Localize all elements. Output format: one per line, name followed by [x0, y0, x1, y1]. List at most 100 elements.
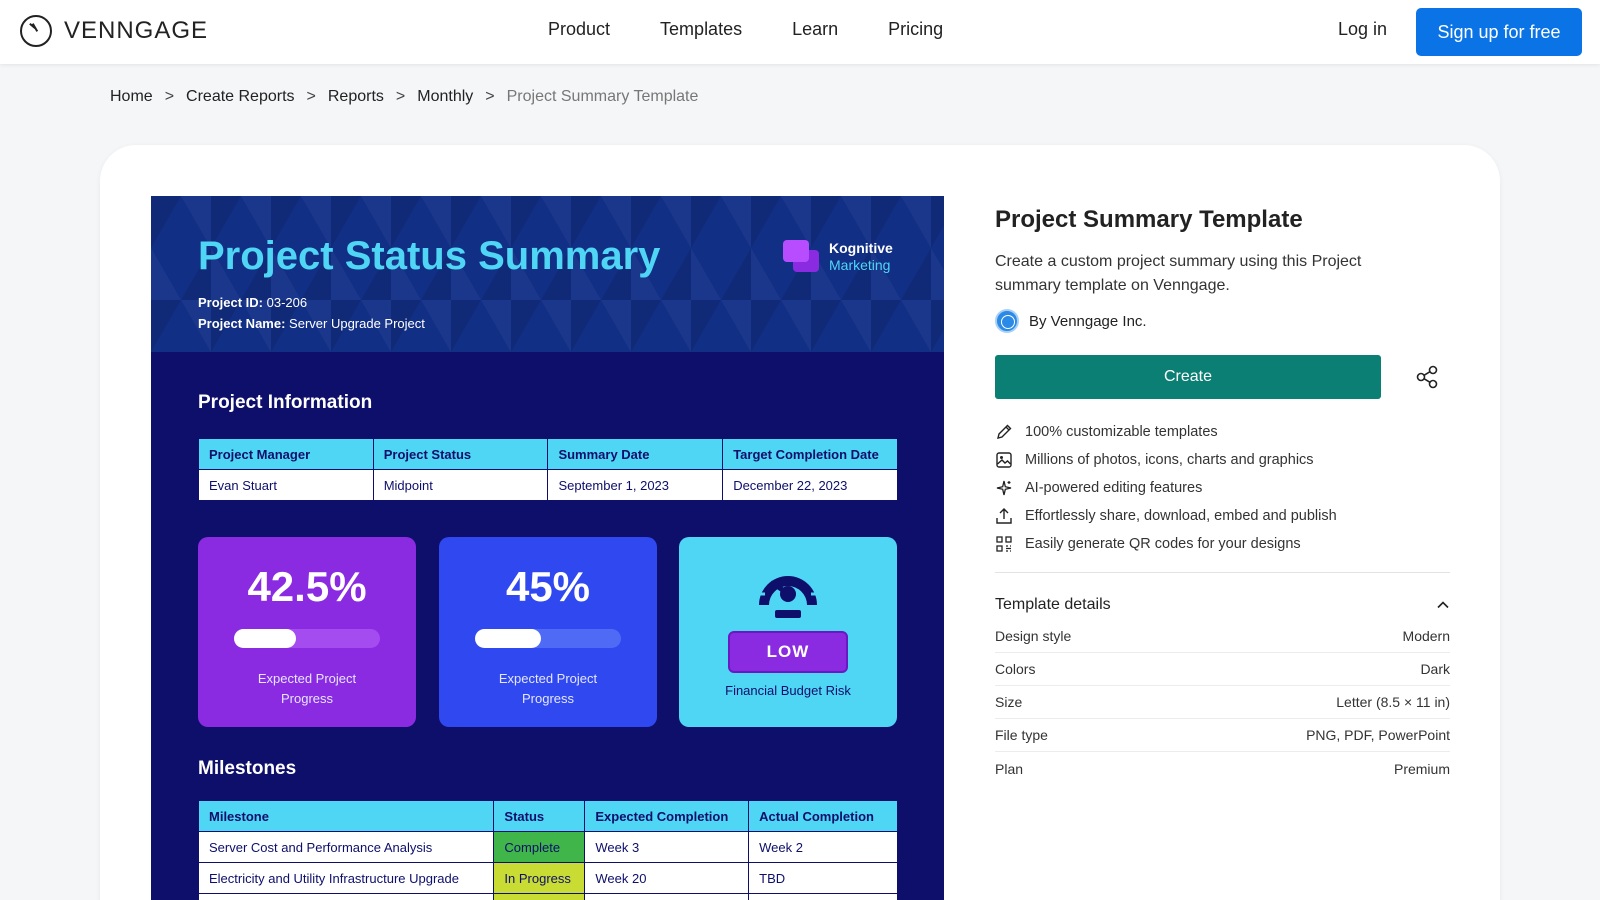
detail-label: Design style — [995, 628, 1072, 644]
feature-text: Millions of photos, icons, charts and gr… — [1025, 452, 1314, 468]
project-name: Server Upgrade Project — [289, 316, 425, 331]
status-cell: In Progress — [493, 862, 586, 894]
nav-learn[interactable]: Learn — [792, 19, 839, 39]
login-link[interactable]: Log in — [1338, 19, 1388, 39]
share-icon[interactable] — [1412, 362, 1442, 392]
detail-label: Colors — [995, 661, 1036, 677]
table-cell — [197, 893, 495, 900]
nav-product[interactable]: Product — [548, 19, 611, 39]
detail-label: File type — [995, 727, 1048, 743]
table-header-row: Project Manager Project Status Summary D… — [198, 438, 898, 470]
breadcrumb-monthly[interactable]: Monthly — [417, 88, 474, 105]
feature-item: AI-powered editing features — [995, 474, 1337, 502]
feature-item: Effortlessly share, download, embed and … — [995, 502, 1337, 530]
breadcrumb-separator: > — [306, 88, 316, 105]
feature-text: 100% customizable templates — [1025, 424, 1218, 440]
logo-text: VENNGAGE — [64, 17, 209, 44]
preview-brand: Kognitive Marketing — [783, 240, 893, 274]
detail-label: Size — [995, 694, 1023, 710]
table-cell: Electricity and Utility Infrastructure U… — [197, 862, 495, 894]
table-row: Evan Stuart Midpoint September 1, 2023 D… — [198, 469, 898, 501]
table-row: Server Cost and Performance Analysis Com… — [197, 831, 898, 863]
project-meta: Project ID: 03-206 Project Name: Server … — [198, 292, 425, 334]
table-cell: September 1, 2023 — [547, 469, 724, 501]
feature-item: Millions of photos, icons, charts and gr… — [995, 446, 1337, 474]
breadcrumb-separator: > — [395, 88, 406, 105]
feature-text: Effortlessly share, download, embed and … — [1025, 508, 1337, 524]
brand-line2: Marketing — [829, 257, 891, 273]
milestones-heading: Milestones — [198, 758, 297, 779]
breadcrumb-create-reports[interactable]: Create Reports — [186, 88, 295, 105]
table-header: Summary Date — [547, 438, 724, 470]
table-header: Project Status — [372, 438, 549, 470]
breadcrumb-separator: > — [485, 88, 495, 105]
table-header: Actual Completion — [748, 800, 898, 832]
sparkle-icon — [996, 480, 1012, 496]
nav-links: Product Templates Learn Pricing — [548, 19, 943, 40]
table-header: Status — [493, 800, 586, 832]
detail-value: Modern — [1402, 628, 1450, 644]
table-cell: Midpoint — [372, 469, 549, 501]
nav-templates[interactable]: Templates — [660, 19, 743, 39]
author-name[interactable]: By Venngage Inc. — [1029, 312, 1147, 330]
detail-row: Plan Premium — [995, 752, 1450, 785]
nav-pricing[interactable]: Pricing — [888, 19, 944, 39]
author-avatar — [995, 309, 1019, 333]
detail-value: PNG, PDF, PowerPoint — [1306, 727, 1450, 743]
status-cell — [493, 893, 586, 900]
table-header: Target Completion Date — [722, 438, 898, 470]
feature-text: Easily generate QR codes for your design… — [1025, 536, 1301, 552]
table-cell: Server Cost and Performance Analysis — [197, 831, 495, 863]
template-preview[interactable]: Project Status Summary Kognitive Marketi… — [151, 196, 944, 900]
table-cell — [748, 893, 898, 900]
template-details-toggle[interactable]: Template details — [995, 596, 1450, 614]
speedometer-icon — [759, 567, 817, 618]
qr-code-icon — [996, 536, 1012, 552]
project-id: 03-206 — [266, 295, 308, 310]
table-row — [197, 893, 898, 900]
divider — [995, 572, 1450, 573]
detail-label: Plan — [995, 760, 1024, 777]
feature-item: Easily generate QR codes for your design… — [995, 530, 1337, 558]
venngage-logo[interactable]: VENNGAGE — [20, 15, 208, 47]
detail-row: Size Letter (8.5 × 11 in) — [995, 686, 1450, 719]
table-header: Milestone — [197, 800, 495, 832]
table-cell: Week 2 — [748, 831, 898, 863]
kpi-card: 42.5% Expected Project Progress — [198, 537, 416, 727]
image-icon — [996, 452, 1012, 468]
chevron-up-icon — [1437, 601, 1449, 609]
table-cell: Week 3 — [584, 831, 750, 863]
kpi-card: 45% Expected Project Progress — [439, 537, 657, 727]
table-cell: Evan Stuart — [198, 469, 374, 501]
preview-header — [151, 196, 944, 352]
table-cell: TBD — [748, 862, 898, 894]
project-name-label: Project Name: — [198, 316, 286, 331]
project-info-heading: Project Information — [198, 392, 373, 413]
kpi-progress-bar — [234, 629, 380, 648]
project-id-label: Project ID: — [198, 295, 264, 310]
table-cell — [584, 893, 750, 900]
table-header: Expected Completion — [584, 800, 750, 832]
breadcrumb-reports[interactable]: Reports — [327, 88, 384, 105]
risk-caption: Financial Budget Risk — [725, 683, 851, 698]
author: By Venngage Inc. — [995, 309, 1147, 333]
milestones-table: Milestone Status Expected Completion Act… — [197, 800, 898, 900]
pencil-icon — [997, 424, 1012, 439]
detail-row: File type PNG, PDF, PowerPoint — [995, 719, 1450, 752]
template-details-title: Template details — [995, 596, 1111, 613]
template-title: Project Summary Template — [995, 206, 1303, 233]
detail-value: Premium — [1393, 760, 1450, 777]
kpi-value: 45% — [505, 563, 591, 610]
kpi-progress-fill — [475, 629, 541, 648]
create-button[interactable]: Create — [995, 355, 1381, 399]
kpi-caption: Expected Project Progress — [257, 671, 357, 706]
detail-row: Colors Dark — [995, 653, 1450, 686]
preview-title: Project Status Summary — [198, 234, 661, 278]
breadcrumb-home[interactable]: Home — [110, 88, 153, 105]
logo-mark-icon — [20, 15, 52, 47]
kpi-progress-bar — [475, 629, 621, 648]
detail-row: Design style Modern — [995, 620, 1450, 653]
signup-button[interactable]: Sign up for free — [1416, 8, 1582, 56]
table-row: Electricity and Utility Infrastructure U… — [197, 862, 898, 894]
feature-item: 100% customizable templates — [995, 418, 1337, 446]
